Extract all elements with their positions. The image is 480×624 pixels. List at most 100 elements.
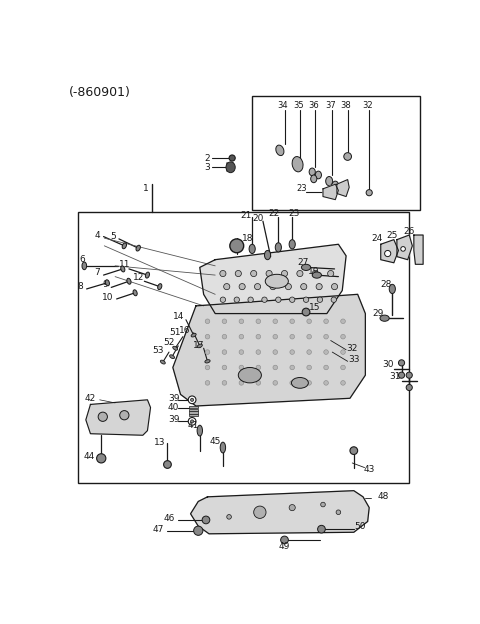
Circle shape bbox=[273, 350, 277, 354]
Circle shape bbox=[281, 536, 288, 544]
Circle shape bbox=[398, 360, 405, 366]
Ellipse shape bbox=[315, 171, 322, 179]
Circle shape bbox=[220, 297, 226, 303]
Ellipse shape bbox=[160, 360, 165, 364]
Circle shape bbox=[222, 350, 227, 354]
Circle shape bbox=[324, 365, 328, 370]
Circle shape bbox=[300, 283, 307, 290]
Text: 14: 14 bbox=[172, 312, 184, 321]
Circle shape bbox=[120, 411, 129, 420]
Bar bbox=[189, 411, 198, 414]
Text: 25: 25 bbox=[386, 230, 398, 240]
Circle shape bbox=[96, 454, 106, 463]
Circle shape bbox=[406, 384, 412, 391]
Circle shape bbox=[230, 239, 244, 253]
Circle shape bbox=[239, 283, 245, 290]
Ellipse shape bbox=[292, 157, 303, 172]
Text: 48: 48 bbox=[377, 492, 389, 501]
Ellipse shape bbox=[332, 181, 339, 190]
Circle shape bbox=[350, 447, 358, 454]
Bar bbox=[78, 212, 409, 483]
Ellipse shape bbox=[220, 442, 226, 453]
Ellipse shape bbox=[122, 243, 127, 249]
Ellipse shape bbox=[197, 344, 203, 348]
Circle shape bbox=[324, 350, 328, 354]
Text: 30: 30 bbox=[383, 360, 394, 369]
Text: 1: 1 bbox=[143, 184, 149, 193]
Ellipse shape bbox=[312, 272, 322, 278]
Text: 31: 31 bbox=[390, 373, 401, 381]
Circle shape bbox=[205, 365, 210, 370]
Circle shape bbox=[290, 319, 295, 324]
Text: 8: 8 bbox=[78, 282, 84, 291]
Text: 32: 32 bbox=[362, 101, 373, 110]
Circle shape bbox=[324, 381, 328, 385]
Circle shape bbox=[316, 283, 322, 290]
Text: 46: 46 bbox=[163, 514, 175, 523]
Bar bbox=[252, 97, 420, 210]
Circle shape bbox=[164, 461, 171, 469]
Text: 28: 28 bbox=[381, 280, 392, 289]
Circle shape bbox=[273, 381, 277, 385]
Circle shape bbox=[256, 365, 261, 370]
Text: 7: 7 bbox=[94, 268, 99, 277]
Text: 37: 37 bbox=[325, 101, 336, 110]
Text: 23: 23 bbox=[296, 184, 307, 193]
Text: 6: 6 bbox=[79, 255, 85, 264]
Text: 16: 16 bbox=[179, 326, 190, 335]
Circle shape bbox=[256, 319, 261, 324]
Ellipse shape bbox=[309, 168, 315, 176]
Circle shape bbox=[303, 297, 309, 303]
Ellipse shape bbox=[238, 368, 262, 383]
Circle shape bbox=[188, 417, 196, 425]
Circle shape bbox=[222, 334, 227, 339]
Polygon shape bbox=[86, 400, 151, 436]
Text: 33: 33 bbox=[348, 355, 360, 364]
Ellipse shape bbox=[121, 266, 125, 272]
Text: 24: 24 bbox=[371, 233, 383, 243]
Text: 12: 12 bbox=[132, 273, 144, 282]
Polygon shape bbox=[191, 490, 369, 534]
Circle shape bbox=[398, 372, 405, 378]
Circle shape bbox=[248, 297, 253, 303]
Circle shape bbox=[341, 334, 345, 339]
Circle shape bbox=[341, 381, 345, 385]
Circle shape bbox=[336, 510, 341, 515]
Text: 20: 20 bbox=[252, 213, 264, 223]
Circle shape bbox=[341, 319, 345, 324]
Circle shape bbox=[332, 283, 337, 290]
Ellipse shape bbox=[311, 175, 317, 183]
Circle shape bbox=[239, 334, 244, 339]
Circle shape bbox=[324, 334, 328, 339]
Text: 45: 45 bbox=[209, 437, 221, 446]
Circle shape bbox=[285, 283, 291, 290]
Polygon shape bbox=[414, 235, 423, 265]
Ellipse shape bbox=[82, 262, 86, 270]
Text: 9: 9 bbox=[102, 280, 108, 289]
Circle shape bbox=[239, 350, 244, 354]
Text: 4: 4 bbox=[95, 230, 100, 240]
Ellipse shape bbox=[291, 378, 308, 388]
Text: 49: 49 bbox=[279, 542, 290, 550]
Text: 40: 40 bbox=[168, 403, 180, 412]
Text: 18: 18 bbox=[242, 233, 253, 243]
Text: 26: 26 bbox=[404, 228, 415, 236]
Text: 39: 39 bbox=[168, 416, 180, 424]
Ellipse shape bbox=[226, 162, 235, 173]
Circle shape bbox=[224, 283, 230, 290]
Text: 41: 41 bbox=[188, 421, 199, 431]
Circle shape bbox=[273, 334, 277, 339]
Circle shape bbox=[290, 365, 295, 370]
Circle shape bbox=[227, 515, 231, 519]
Circle shape bbox=[273, 365, 277, 370]
Circle shape bbox=[229, 155, 235, 161]
Text: 13: 13 bbox=[154, 439, 166, 447]
Ellipse shape bbox=[145, 272, 149, 278]
Circle shape bbox=[317, 297, 323, 303]
Ellipse shape bbox=[249, 244, 255, 253]
Text: 15: 15 bbox=[309, 303, 321, 312]
Circle shape bbox=[344, 153, 351, 160]
Text: 32: 32 bbox=[347, 344, 358, 353]
Ellipse shape bbox=[389, 285, 396, 293]
Polygon shape bbox=[323, 184, 338, 200]
